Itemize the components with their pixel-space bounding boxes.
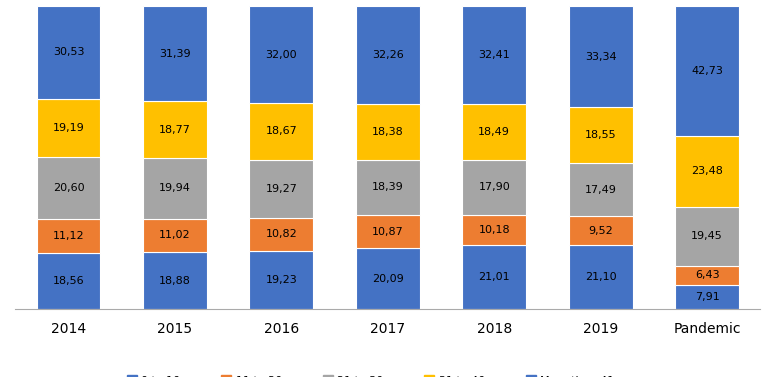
Text: 42,73: 42,73 — [691, 66, 723, 76]
Text: 11,12: 11,12 — [53, 231, 84, 241]
Bar — [250, 218, 313, 251]
Text: 6,43: 6,43 — [695, 270, 720, 280]
Bar — [356, 215, 420, 248]
Bar — [675, 136, 739, 207]
Text: 19,94: 19,94 — [159, 183, 191, 193]
Bar — [356, 6, 420, 104]
Text: 33,34: 33,34 — [585, 52, 617, 61]
Bar — [462, 215, 526, 245]
Text: 10,87: 10,87 — [372, 227, 404, 237]
Text: 31,39: 31,39 — [159, 49, 190, 59]
Bar — [37, 219, 101, 253]
Legend: 0 to 10 years, 11 to 20 years, 21 to 30 years, 31 to 40 years, More than 41 year: 0 to 10 years, 11 to 20 years, 21 to 30 … — [122, 371, 654, 377]
Text: 20,60: 20,60 — [53, 183, 84, 193]
Bar — [569, 6, 633, 107]
Bar — [250, 251, 313, 309]
Bar — [462, 245, 526, 309]
Text: 21,10: 21,10 — [585, 272, 617, 282]
Text: 18,67: 18,67 — [266, 126, 297, 136]
Text: 19,45: 19,45 — [691, 231, 723, 241]
Text: 21,01: 21,01 — [478, 272, 510, 282]
Bar — [569, 163, 633, 216]
Bar — [250, 160, 313, 218]
Bar — [569, 216, 633, 245]
Text: 30,53: 30,53 — [53, 48, 84, 57]
Text: 9,52: 9,52 — [588, 226, 613, 236]
Bar — [250, 6, 313, 103]
Bar — [143, 252, 207, 309]
Bar — [569, 245, 633, 309]
Text: 32,00: 32,00 — [266, 50, 297, 60]
Text: 18,38: 18,38 — [372, 127, 404, 137]
Text: 32,41: 32,41 — [478, 50, 510, 60]
Bar — [356, 104, 420, 159]
Bar — [37, 99, 101, 157]
Bar — [675, 207, 739, 266]
Bar — [462, 104, 526, 160]
Text: 17,49: 17,49 — [584, 185, 617, 195]
Bar — [143, 101, 207, 158]
Bar — [37, 157, 101, 219]
Bar — [462, 160, 526, 215]
Bar — [462, 6, 526, 104]
Bar — [143, 6, 207, 101]
Text: 18,88: 18,88 — [159, 276, 191, 285]
Text: 11,02: 11,02 — [159, 230, 190, 240]
Bar — [250, 103, 313, 160]
Text: 20,09: 20,09 — [372, 274, 404, 284]
Bar — [356, 159, 420, 215]
Bar — [569, 107, 633, 163]
Bar — [37, 6, 101, 99]
Text: 19,27: 19,27 — [266, 184, 297, 194]
Bar — [675, 266, 739, 285]
Text: 17,90: 17,90 — [478, 182, 510, 193]
Text: 18,77: 18,77 — [159, 125, 191, 135]
Text: 18,39: 18,39 — [372, 182, 404, 192]
Bar — [675, 6, 739, 136]
Text: 7,91: 7,91 — [695, 292, 720, 302]
Bar — [356, 248, 420, 309]
Bar — [143, 158, 207, 219]
Bar — [143, 219, 207, 252]
Text: 19,19: 19,19 — [53, 123, 84, 133]
Text: 18,55: 18,55 — [585, 130, 617, 140]
Bar — [675, 285, 739, 309]
Text: 10,82: 10,82 — [266, 230, 297, 239]
Text: 23,48: 23,48 — [691, 166, 723, 176]
Text: 32,26: 32,26 — [372, 50, 404, 60]
Text: 19,23: 19,23 — [266, 275, 297, 285]
Text: 18,56: 18,56 — [53, 276, 84, 286]
Text: 10,18: 10,18 — [478, 225, 510, 235]
Text: 18,49: 18,49 — [478, 127, 510, 137]
Bar — [37, 253, 101, 309]
